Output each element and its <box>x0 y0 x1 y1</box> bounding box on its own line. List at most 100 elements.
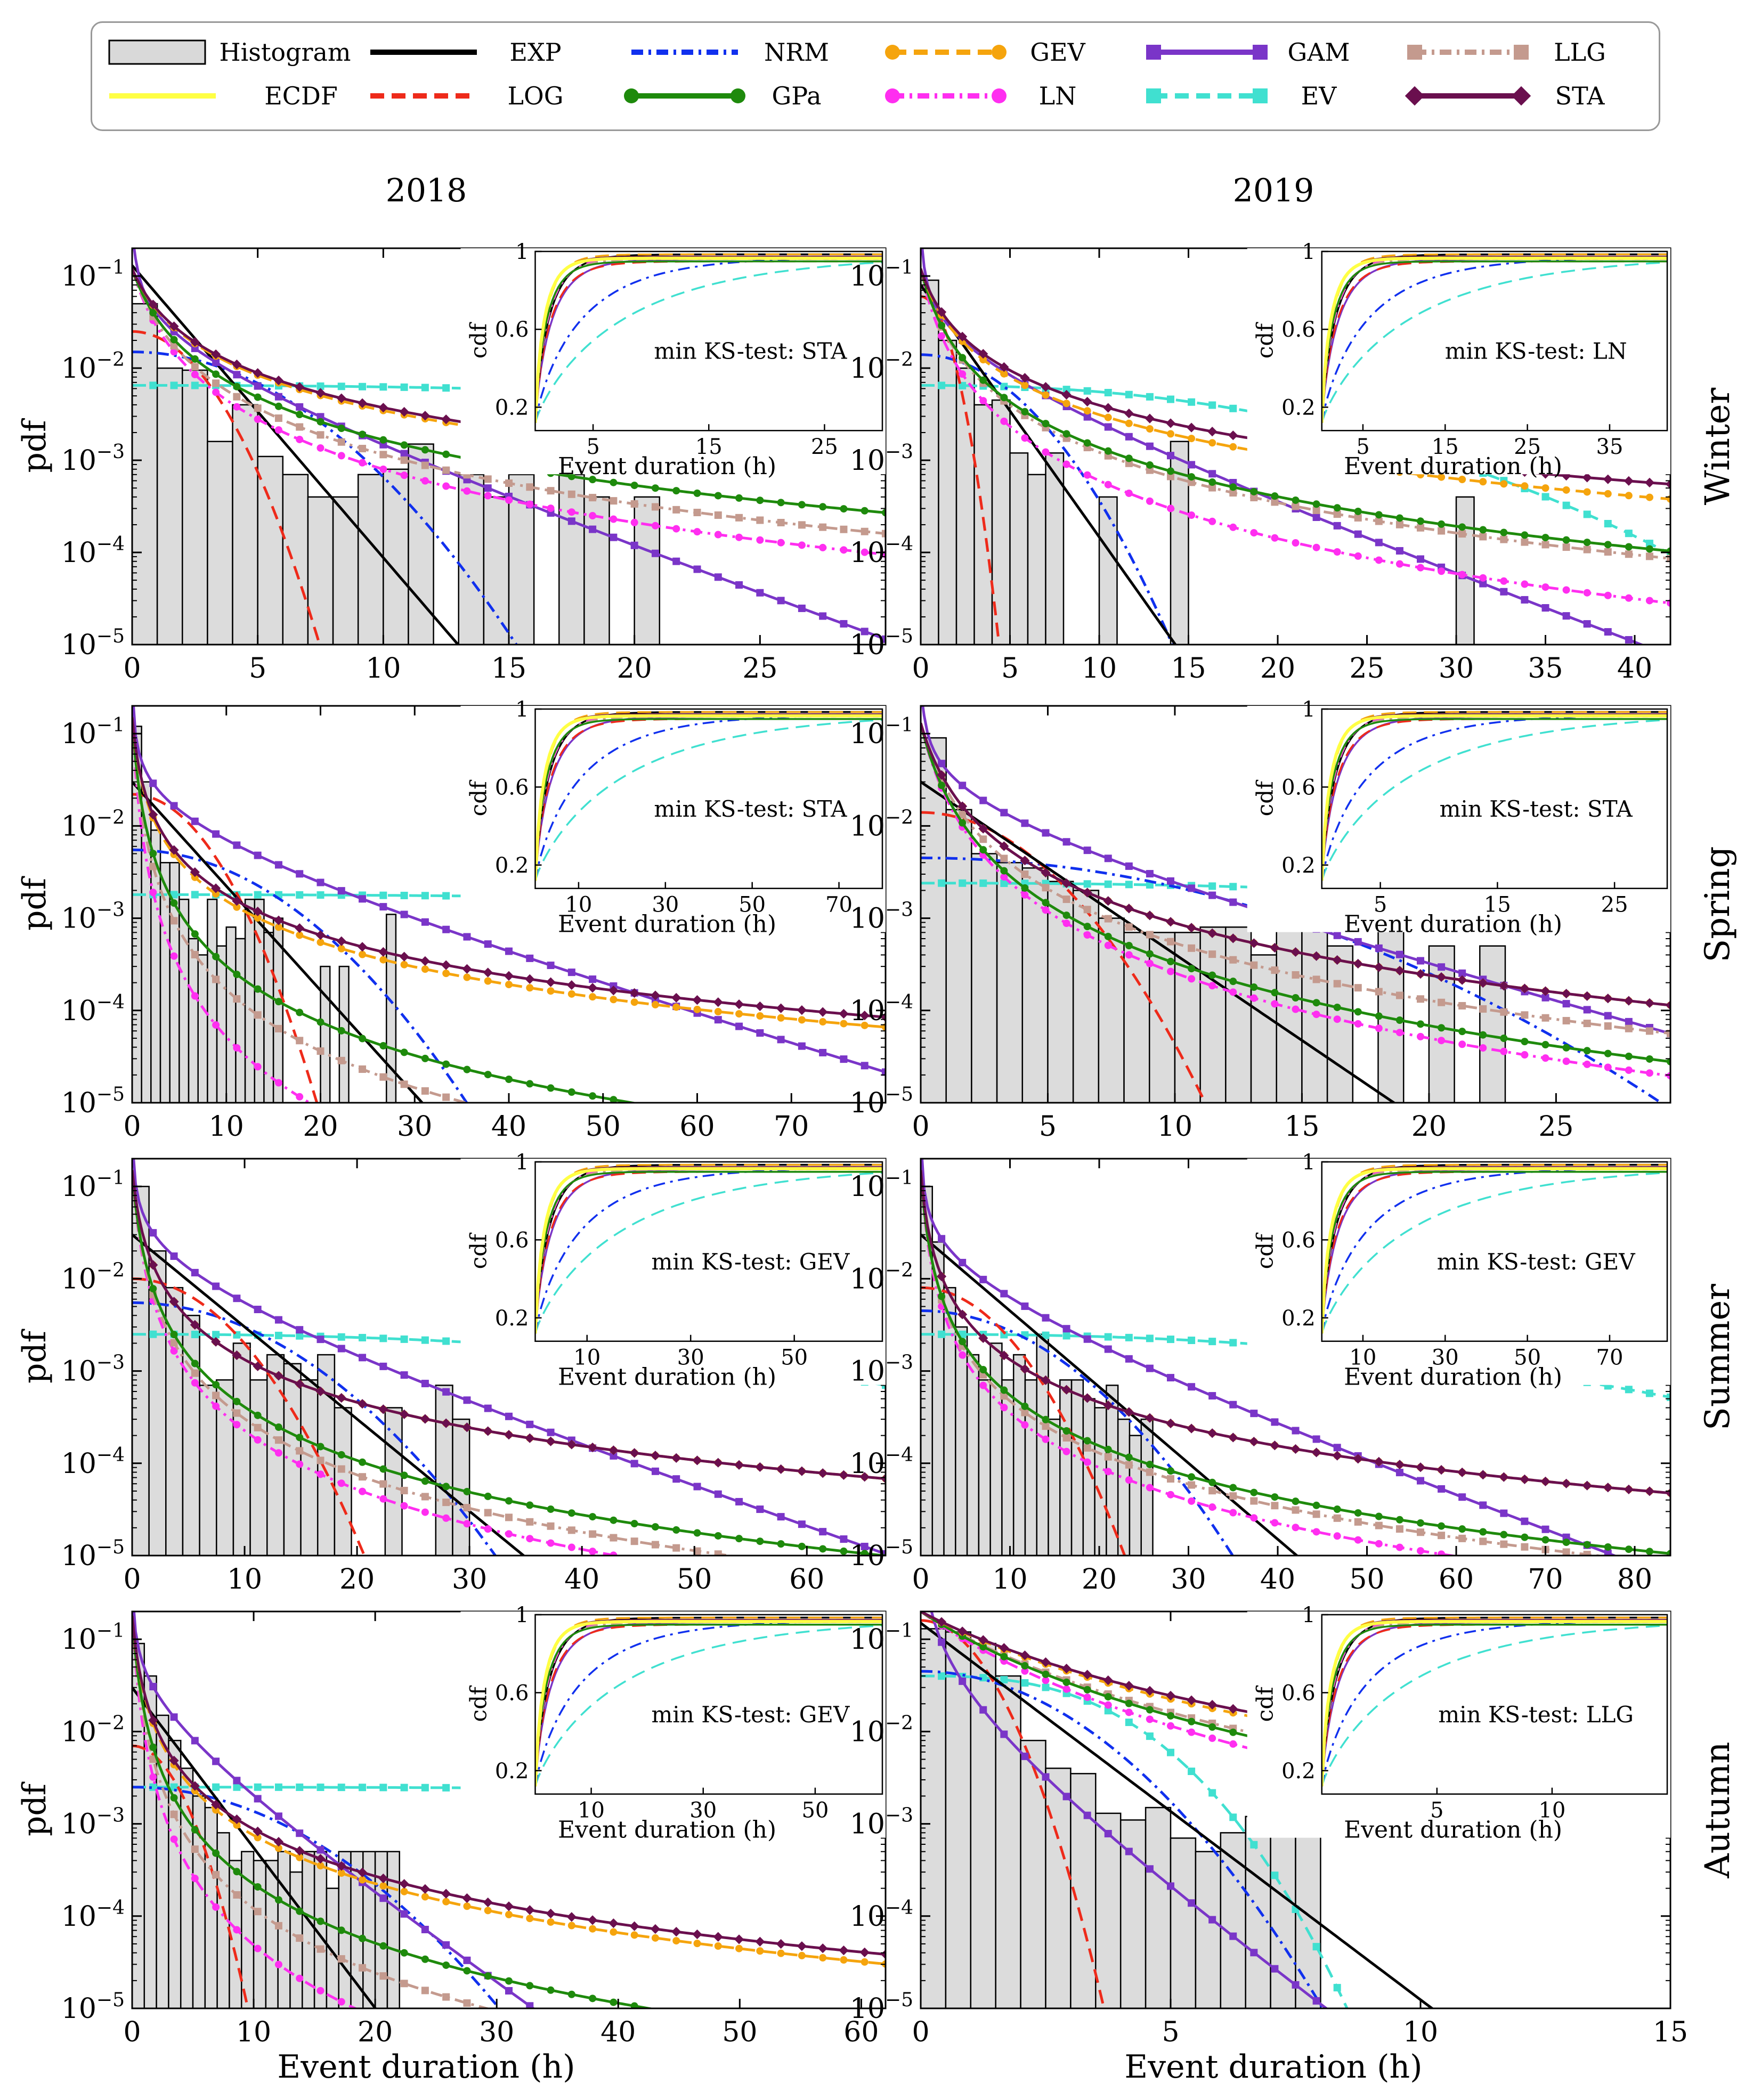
curve-marker <box>589 975 597 983</box>
curve-marker <box>1667 599 1670 607</box>
inset-x-tick-label: 5 <box>1430 1798 1443 1823</box>
curve-marker <box>400 961 408 968</box>
curve-marker <box>1104 389 1112 397</box>
curve-marker <box>1521 1533 1529 1541</box>
histogram-bar <box>277 1851 291 2008</box>
curve-marker <box>610 1452 618 1460</box>
curve-marker <box>1125 1453 1133 1461</box>
curve-marker <box>1021 408 1029 416</box>
curve-marker <box>1021 381 1029 389</box>
curve-marker <box>149 1683 157 1691</box>
y-tick-label: 10−4 <box>61 1444 125 1480</box>
curve-marker <box>547 987 555 995</box>
curve-marker <box>359 382 367 390</box>
legend-label: GPa <box>772 82 821 110</box>
panel-spring-2019: 10−510−410−310−210−10 5 10 15 20 250.20.615 15… <box>850 697 1671 1143</box>
curve-marker <box>254 1436 262 1444</box>
curve-marker <box>672 525 680 533</box>
curve-marker <box>1104 413 1112 421</box>
curve-marker <box>400 891 408 899</box>
curve-marker <box>1082 888 1092 898</box>
curve-marker <box>1291 1444 1301 1454</box>
curve-marker <box>273 1371 284 1381</box>
curve-marker <box>1146 1865 1154 1873</box>
y-tick-label: 10−1 <box>850 1167 913 1203</box>
y-tick-label: 10−2 <box>850 807 913 842</box>
curve-marker <box>672 1475 680 1483</box>
curve-marker <box>1292 539 1300 547</box>
inset-cdf-nrm <box>1321 256 1667 423</box>
curve-marker <box>735 1497 743 1505</box>
curve-marker <box>936 1271 947 1282</box>
ks-test-annotation: min KS-test: STA <box>1440 796 1633 822</box>
curve-marker <box>798 1520 806 1528</box>
curve-marker <box>316 1846 324 1854</box>
curve-marker <box>1541 1525 1549 1533</box>
curve-marker <box>1167 1712 1174 1720</box>
histogram-bar <box>168 1739 182 2008</box>
curve-marker <box>1353 1454 1363 1464</box>
curve-marker <box>1083 1458 1091 1466</box>
curve-marker <box>442 1941 450 1949</box>
curve-marker <box>1312 1510 1320 1518</box>
curve-marker <box>359 1487 367 1495</box>
curve-marker <box>651 484 659 492</box>
inset-y-label: cdf <box>1252 322 1278 359</box>
inset-cdf-ecdf <box>1321 256 1667 423</box>
curve-marker <box>776 1003 786 1013</box>
curve-marker <box>274 1960 282 1968</box>
curve-marker <box>1188 1728 1196 1736</box>
curve-marker <box>1104 481 1112 489</box>
curve-marker <box>610 1516 618 1524</box>
curve-marker <box>1229 1339 1237 1347</box>
curve-marker <box>1104 854 1112 862</box>
curve-marker <box>1103 1675 1113 1686</box>
curve-marker <box>959 1351 967 1359</box>
curve-marker <box>1562 1057 1570 1065</box>
curve-marker <box>1479 526 1487 534</box>
curve-marker <box>938 332 946 340</box>
curve-marker <box>421 477 429 485</box>
histogram-bar <box>1070 1379 1084 1556</box>
x-tick-label: 50 <box>722 2016 757 2048</box>
curve-marker <box>1500 1047 1508 1055</box>
inset-y-tick-label: 1 <box>515 1150 529 1175</box>
curve-marker <box>1167 1882 1174 1890</box>
histogram-bar <box>1129 1435 1142 1556</box>
curve-marker <box>212 370 220 378</box>
curve-marker <box>1521 482 1529 490</box>
curve-marker <box>254 851 262 859</box>
curve-marker <box>1000 880 1008 888</box>
curve-marker <box>756 1012 764 1020</box>
curve-marker <box>170 381 178 389</box>
curve-marker <box>1000 873 1008 881</box>
x-tick-label: 25 <box>1349 653 1384 685</box>
curve-marker <box>755 1462 765 1472</box>
curve-marker <box>1500 1008 1508 1016</box>
y-tick-label: 10−2 <box>61 807 125 842</box>
y-tick-label: 10−3 <box>61 899 125 935</box>
curve-marker <box>797 1005 807 1015</box>
curve-marker <box>1333 1003 1341 1011</box>
curve-marker <box>149 1229 157 1237</box>
curve-marker <box>1354 1536 1362 1544</box>
curve-marker <box>567 1990 575 1998</box>
curve-marker <box>692 1929 702 1940</box>
inset-cdf-ev <box>535 261 882 424</box>
inset-x-tick-label: 15 <box>695 435 723 459</box>
curve-marker <box>359 1934 367 1942</box>
curve-marker <box>1083 923 1091 931</box>
curve-marker <box>589 1925 597 1933</box>
curve-marker <box>170 1347 178 1355</box>
curve-marker <box>1021 819 1029 827</box>
curve-marker <box>1479 1005 1487 1013</box>
pdf-curve-gam <box>930 1611 1329 2008</box>
curve-marker <box>1167 473 1174 481</box>
curve-marker <box>274 861 282 869</box>
curve-marker <box>1208 1734 1216 1742</box>
pdf-curve-ln <box>921 1170 1459 1556</box>
histogram-bar <box>1250 954 1277 1103</box>
curve-marker <box>1271 1493 1279 1501</box>
curve-marker <box>337 1345 345 1353</box>
